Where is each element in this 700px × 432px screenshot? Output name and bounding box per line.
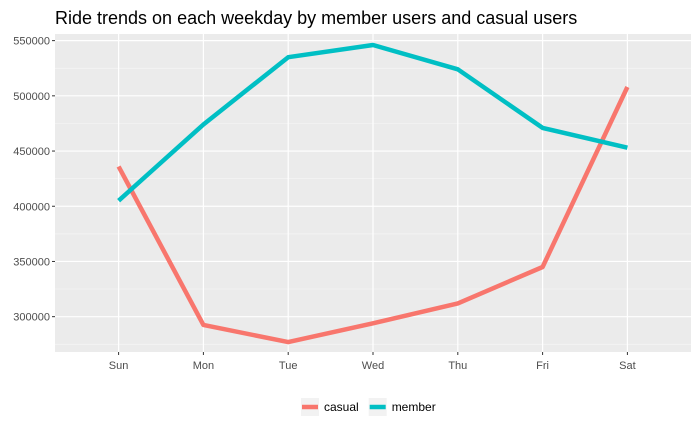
x-tick-label: Mon: [193, 360, 214, 372]
y-tick-label: 350000: [13, 256, 50, 268]
chart-title: Ride trends on each weekday by member us…: [55, 8, 577, 28]
legend-label-casual: casual: [324, 400, 359, 414]
x-tick-label: Wed: [362, 360, 384, 372]
x-tick-label: Sun: [109, 360, 129, 372]
y-tick-label: 300000: [13, 312, 50, 324]
series-line-casual: [116, 86, 630, 345]
y-tick-label: 450000: [13, 146, 50, 158]
x-tick-label: Fri: [536, 360, 549, 372]
y-tick-label: 400000: [13, 201, 50, 213]
x-tick-label: Tue: [279, 360, 298, 372]
series-line-member: [117, 42, 628, 203]
y-tick-label: 550000: [13, 36, 50, 48]
y-tick-label: 500000: [13, 91, 50, 103]
legend-label-member: member: [392, 400, 436, 414]
legend: casual member: [301, 398, 436, 416]
x-tick-label: Thu: [448, 360, 467, 372]
series-lines: [116, 42, 630, 345]
major-gridlines: [55, 34, 691, 352]
x-axis: Sun Mon Tue Wed Thu Fri Sat: [109, 352, 636, 372]
x-tick-label: Sat: [619, 360, 636, 372]
y-axis: 300000 350000 400000 450000 500000 550000: [13, 36, 55, 324]
